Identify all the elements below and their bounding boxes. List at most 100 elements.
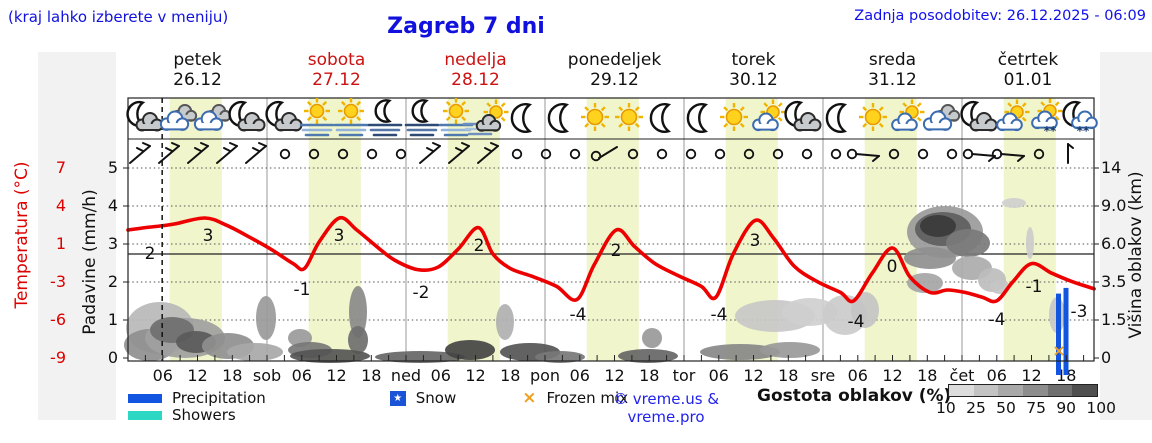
cloud-density-blob [618, 349, 678, 363]
x-tick-label: 18 [639, 366, 660, 385]
cloud-density-blob [445, 340, 495, 360]
wind-symbol [743, 148, 755, 160]
weather-icon [686, 103, 709, 133]
temp-tick-label: 1 [55, 234, 66, 253]
x-tick-label: 06 [708, 366, 729, 385]
day-header: petek 26.12 [138, 50, 258, 90]
x-tick-label: 06 [152, 366, 173, 385]
cloud-tick-label: 3.5 [1101, 272, 1127, 291]
x-tick-label: 18 [222, 366, 243, 385]
day-header: četrtek 01.01 [968, 50, 1088, 90]
wind-symbol [772, 148, 784, 160]
copyright-link[interactable]: © vreme.us & vreme.pro [612, 390, 720, 426]
precip-tick-label: 4 [107, 196, 118, 215]
precip-tick-label: 5 [107, 158, 118, 177]
wind-symbol [830, 148, 842, 160]
cloud-density-blob [256, 296, 276, 340]
cloud-density-blob [920, 215, 956, 237]
precip-tick-label: 1 [107, 310, 118, 329]
temp-value-label: -3 [1071, 302, 1088, 322]
cloud-density-label: Gostota oblakov (%) [757, 386, 952, 406]
cloud-density-blob [1026, 227, 1034, 259]
day-name: torek [731, 50, 776, 70]
weather-icon [333, 98, 369, 137]
x-tick-label: 06 [847, 366, 868, 385]
weather-icon [784, 100, 822, 132]
wind-symbol [1067, 143, 1074, 164]
temp-value-label: 3 [750, 231, 761, 251]
weather-icon [960, 100, 998, 132]
density-tick: 90 [1056, 399, 1077, 417]
x-tick-label: tor [672, 366, 696, 385]
x-tick-label: 18 [500, 366, 521, 385]
day-name: sreda [868, 50, 917, 70]
weather-icon [367, 99, 403, 137]
wind-symbol [991, 148, 1025, 162]
wind-symbol [627, 148, 639, 160]
wind-symbol [366, 148, 378, 160]
x-tick-label: 12 [882, 366, 903, 385]
wind-symbol [419, 142, 441, 164]
temp-value-label: 2 [474, 236, 485, 256]
day-date: 27.12 [312, 70, 361, 90]
cloud-density-blob [1002, 198, 1026, 208]
density-tick: 10 [936, 399, 956, 417]
x-tick-label: sre [810, 366, 836, 385]
temp-value-label: -1 [1026, 277, 1043, 297]
snow-swatch-icon: ★ [389, 390, 406, 406]
temp-value-label: -2 [413, 283, 430, 303]
x-tick-label: 12 [1021, 366, 1042, 385]
day-header: sreda 31.12 [833, 50, 953, 90]
temp-value-label: -4 [570, 305, 587, 325]
snow-label: Snow [415, 389, 457, 407]
weather-icon [510, 103, 533, 133]
x-tick-label: ned [390, 366, 422, 385]
day-header: torek 30.12 [694, 50, 814, 90]
cloud-density-blob [760, 342, 820, 358]
x-tick-label: 06 [986, 366, 1007, 385]
weather-icon [649, 103, 672, 133]
cloud-tick-label: 6.0 [1101, 234, 1127, 253]
day-name: petek [173, 50, 222, 70]
day-name: nedelja [444, 50, 507, 70]
cloud-density-scale [948, 384, 1098, 397]
weather-icon [859, 103, 887, 131]
wind-symbol [685, 148, 697, 160]
weather-icon [462, 99, 509, 136]
day-date: 30.12 [729, 70, 778, 90]
weather-icon [615, 103, 643, 131]
wind-symbol [714, 148, 726, 160]
temp-value-label: -4 [848, 312, 865, 332]
daylight-band [586, 98, 639, 361]
cloud-tick-label: 14 [1101, 158, 1122, 177]
cloud-density-ticks: 10 25 50 75 90 100 [936, 399, 1116, 417]
temp-value-label: -4 [711, 305, 728, 325]
density-tick: 50 [996, 399, 1016, 417]
wind-symbol [216, 142, 238, 164]
frozen-mix-label: Frozen mix [546, 389, 629, 407]
cloud-density-blob [700, 344, 780, 360]
day-header: ponedeljek 29.12 [555, 50, 675, 90]
density-tick: 25 [966, 399, 986, 417]
wind-symbol [540, 148, 552, 160]
weather-icon [265, 100, 303, 132]
x-tick-label: 06 [430, 366, 451, 385]
showers-label: Showers [172, 406, 236, 424]
temp-tick-label: -3 [50, 272, 66, 291]
cloud-density-blob [946, 229, 990, 257]
cloud-density-blob [642, 328, 662, 348]
cloud-density-blob [496, 304, 514, 340]
x-tick-label: 12 [465, 366, 486, 385]
temp-tick-label: 4 [55, 196, 66, 215]
x-tick-label: 18 [1056, 366, 1077, 385]
cloud-tick-label: 0 [1101, 348, 1112, 367]
legend-row-1: Precipitation ★ Snow × Frozen mix [128, 388, 628, 408]
cloud-density-blob [348, 326, 368, 354]
x-tick-label: sob [252, 366, 282, 385]
weather-icon: ** [1062, 100, 1098, 138]
precipitation-label: Precipitation [172, 389, 266, 407]
day-date: 31.12 [868, 70, 917, 90]
weather-icon: ** [1031, 98, 1063, 138]
legend-row-2: Showers [128, 406, 236, 424]
